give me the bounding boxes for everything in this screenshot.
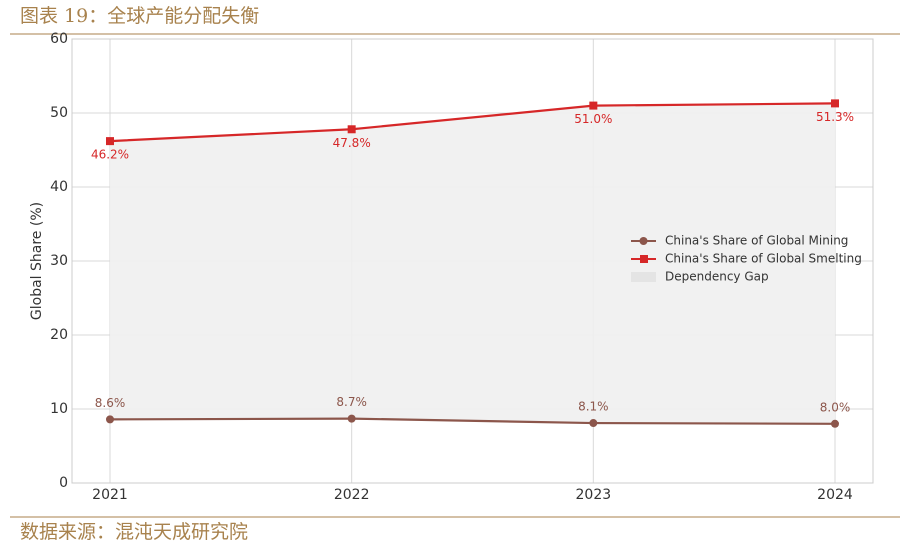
value-label: 8.6% bbox=[95, 396, 126, 410]
point-marker bbox=[831, 99, 839, 108]
gap-area bbox=[110, 103, 835, 424]
plot-frame bbox=[71, 38, 874, 484]
legend-marker bbox=[640, 255, 648, 263]
y-tick-label: 20 bbox=[50, 327, 68, 343]
value-label: 51.0% bbox=[574, 112, 612, 126]
y-tick-label: 60 bbox=[50, 31, 68, 47]
y-axis-label: Global Share (%) bbox=[29, 202, 45, 320]
point-marker bbox=[831, 419, 839, 428]
legend-label: China's Share of Global Smelting bbox=[665, 252, 862, 266]
point-marker bbox=[106, 137, 114, 146]
y-tick-label: 0 bbox=[59, 475, 68, 491]
y-tick-label: 40 bbox=[50, 179, 68, 195]
point-marker bbox=[347, 125, 356, 134]
x-tick-label: 2023 bbox=[576, 487, 612, 503]
value-label: 8.1% bbox=[578, 400, 609, 414]
value-label: 51.3% bbox=[816, 110, 854, 124]
x-tick-label: 2024 bbox=[817, 487, 853, 503]
value-label: 47.8% bbox=[333, 136, 371, 150]
value-label: 8.7% bbox=[336, 395, 367, 409]
x-tick-label: 2022 bbox=[334, 487, 370, 503]
point-marker bbox=[589, 101, 598, 110]
legend-label: China's Share of Global Mining bbox=[665, 234, 848, 248]
x-tick-label: 2021 bbox=[92, 487, 128, 503]
series-line bbox=[109, 417, 836, 425]
point-marker bbox=[106, 415, 114, 424]
value-label: 46.2% bbox=[91, 148, 129, 162]
source: 数据来源：混沌天成研究院 bbox=[20, 521, 248, 543]
legend-marker bbox=[639, 237, 648, 245]
y-tick-label: 10 bbox=[50, 401, 68, 417]
point-marker bbox=[347, 414, 356, 423]
y-tick-label: 50 bbox=[50, 105, 68, 121]
page-title: 图表 19：全球产能分配失衡 bbox=[20, 5, 259, 27]
y-tick-label: 30 bbox=[50, 253, 68, 269]
point-marker bbox=[589, 419, 598, 428]
legend-label: Dependency Gap bbox=[665, 270, 769, 284]
legend-swatch bbox=[631, 272, 656, 282]
value-label: 8.0% bbox=[820, 400, 851, 414]
series-line bbox=[109, 102, 836, 143]
